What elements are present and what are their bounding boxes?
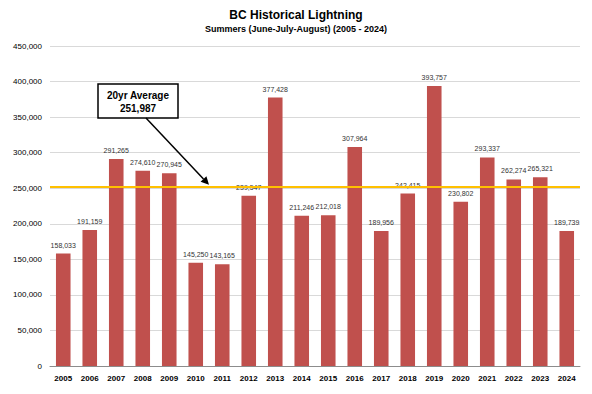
- svg-text:300,000: 300,000: [13, 148, 42, 157]
- svg-text:200,000: 200,000: [13, 219, 42, 228]
- svg-text:145,250: 145,250: [183, 251, 208, 258]
- svg-text:377,428: 377,428: [263, 86, 288, 93]
- svg-text:2010: 2010: [187, 374, 205, 383]
- svg-text:251,987: 251,987: [120, 103, 157, 114]
- svg-text:2022: 2022: [505, 374, 523, 383]
- svg-text:211,246: 211,246: [289, 204, 314, 211]
- svg-text:262,274: 262,274: [501, 167, 526, 174]
- svg-text:2012: 2012: [240, 374, 258, 383]
- svg-text:BC Historical Lightning: BC Historical Lightning: [229, 8, 362, 22]
- svg-text:158,033: 158,033: [51, 242, 76, 249]
- svg-text:50,000: 50,000: [18, 326, 43, 335]
- svg-text:150,000: 150,000: [13, 255, 42, 264]
- svg-text:270,945: 270,945: [157, 161, 182, 168]
- svg-text:274,610: 274,610: [130, 159, 155, 166]
- svg-text:2014: 2014: [293, 374, 311, 383]
- svg-text:Summers (June-July-August) (20: Summers (June-July-August) (2005 - 2024): [205, 24, 387, 34]
- svg-text:2005: 2005: [54, 374, 72, 383]
- svg-text:293,337: 293,337: [475, 145, 500, 152]
- svg-text:2018: 2018: [399, 374, 417, 383]
- svg-text:2009: 2009: [160, 374, 178, 383]
- svg-text:191,159: 191,159: [77, 218, 102, 225]
- svg-text:291,265: 291,265: [104, 147, 129, 154]
- svg-text:0: 0: [38, 362, 43, 371]
- svg-text:2023: 2023: [531, 374, 549, 383]
- svg-text:143,165: 143,165: [210, 252, 235, 259]
- svg-text:2008: 2008: [134, 374, 152, 383]
- svg-text:189,956: 189,956: [369, 219, 394, 226]
- svg-text:2021: 2021: [478, 374, 496, 383]
- svg-text:212,018: 212,018: [316, 203, 341, 210]
- svg-text:265,321: 265,321: [528, 165, 553, 172]
- svg-text:20yr Average: 20yr Average: [107, 90, 170, 101]
- svg-text:2020: 2020: [452, 374, 470, 383]
- svg-text:307,964: 307,964: [342, 135, 367, 142]
- svg-text:100,000: 100,000: [13, 290, 42, 299]
- svg-text:2024: 2024: [558, 374, 576, 383]
- svg-text:400,000: 400,000: [13, 77, 42, 86]
- svg-text:350,000: 350,000: [13, 113, 42, 122]
- svg-text:189,739: 189,739: [554, 219, 579, 226]
- svg-text:2017: 2017: [372, 374, 390, 383]
- svg-text:2006: 2006: [81, 374, 99, 383]
- svg-text:450,000: 450,000: [13, 42, 42, 51]
- svg-text:242,415: 242,415: [395, 181, 421, 189]
- svg-text:2015: 2015: [319, 374, 337, 383]
- svg-text:393,757: 393,757: [422, 74, 447, 81]
- svg-text:239,547: 239,547: [236, 183, 262, 191]
- svg-text:2007: 2007: [107, 374, 125, 383]
- svg-text:2011: 2011: [214, 374, 232, 383]
- svg-text:230,802: 230,802: [448, 190, 473, 197]
- svg-text:2016: 2016: [346, 374, 364, 383]
- svg-text:2013: 2013: [266, 374, 284, 383]
- svg-text:250,000: 250,000: [13, 184, 42, 193]
- svg-text:2019: 2019: [425, 374, 443, 383]
